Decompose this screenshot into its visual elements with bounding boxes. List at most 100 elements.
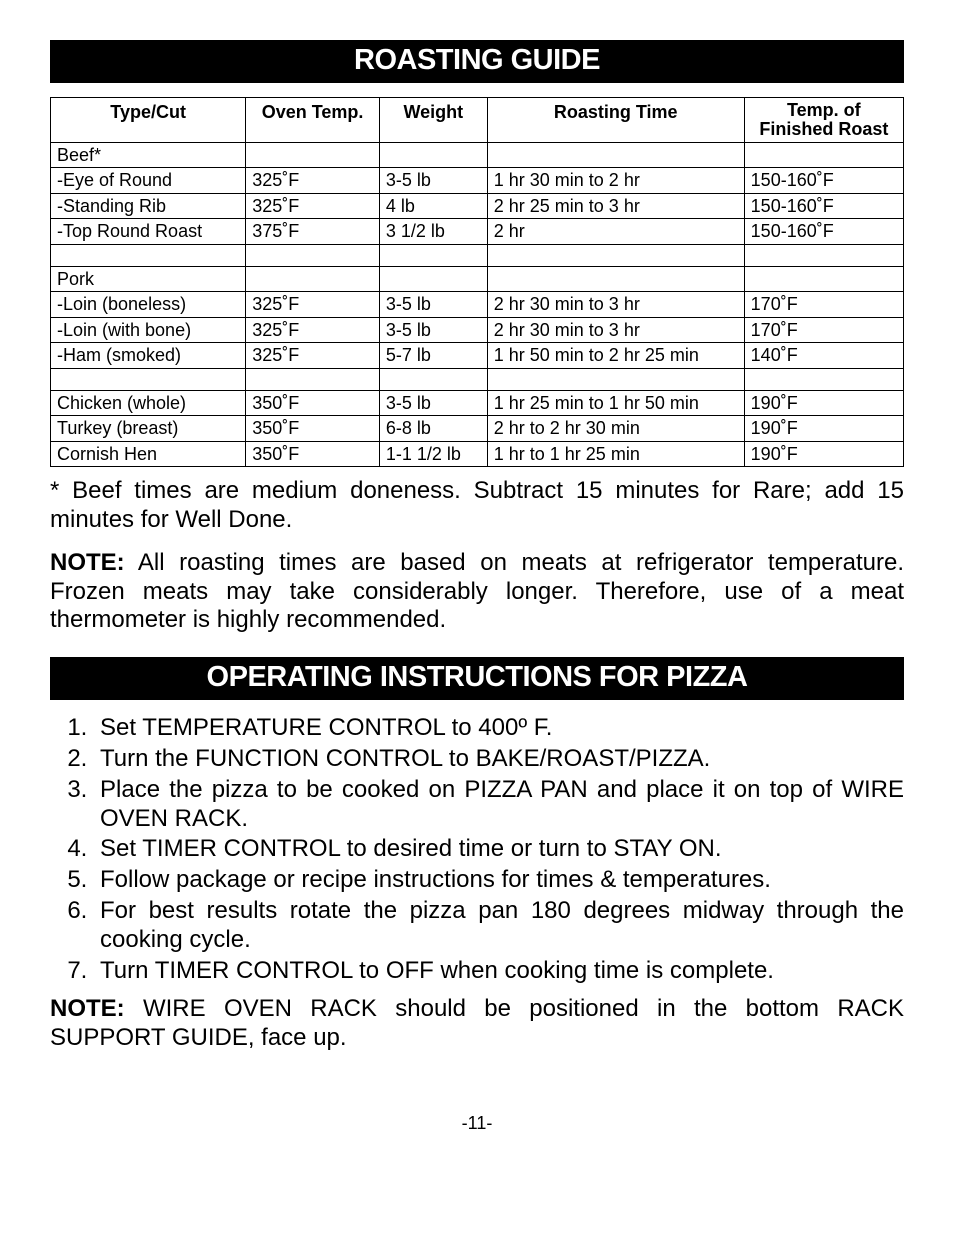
table-cell: [487, 142, 744, 168]
table-row: Cornish Hen350˚F1-1 1/2 lb1 hr to 1 hr 2…: [51, 441, 904, 467]
list-item: Turn the FUNCTION CONTROL to BAKE/ROAST/…: [94, 745, 904, 774]
table-cell: 2 hr: [487, 219, 744, 245]
table-cell: [246, 142, 380, 168]
table-cell: [246, 368, 380, 390]
note-text: All roasting times are based on meats at…: [50, 549, 904, 634]
table-cell: [487, 266, 744, 292]
col-weight: Weight: [379, 98, 487, 143]
table-cell: 2 hr 30 min to 3 hr: [487, 317, 744, 343]
col-type-cut: Type/Cut: [51, 98, 246, 143]
table-cell: Chicken (whole): [51, 390, 246, 416]
list-item: Place the pizza to be cooked on PIZZA PA…: [94, 776, 904, 834]
table-row: -Ham (smoked)325˚F5-7 lb1 hr 50 min to 2…: [51, 343, 904, 369]
page-number: -11-: [50, 1113, 904, 1134]
note-text: WIRE OVEN RACK should be positioned in t…: [50, 995, 904, 1051]
table-cell: 325˚F: [246, 168, 380, 194]
table-cell: 6-8 lb: [379, 416, 487, 442]
table-cell: 2 hr 25 min to 3 hr: [487, 193, 744, 219]
col-roasting-time: Roasting Time: [487, 98, 744, 143]
table-cell: 1-1 1/2 lb: [379, 441, 487, 467]
table-row: Turkey (breast)350˚F6-8 lb2 hr to 2 hr 3…: [51, 416, 904, 442]
table-cell: 190˚F: [744, 441, 903, 467]
pizza-steps-list: Set TEMPERATURE CONTROL to 400º F.Turn t…: [50, 714, 904, 985]
table-cell: 3-5 lb: [379, 292, 487, 318]
table-cell: [51, 368, 246, 390]
table-row: Chicken (whole)350˚F3-5 lb1 hr 25 min to…: [51, 390, 904, 416]
table-cell: 5-7 lb: [379, 343, 487, 369]
table-row: [51, 368, 904, 390]
table-cell: 150-160˚F: [744, 168, 903, 194]
table-row: -Loin (boneless)325˚F3-5 lb2 hr 30 min t…: [51, 292, 904, 318]
table-cell: 325˚F: [246, 317, 380, 343]
table-cell: 375˚F: [246, 219, 380, 245]
table-cell: [487, 244, 744, 266]
table-cell: [246, 244, 380, 266]
beef-footnote: * Beef times are medium doneness. Subtra…: [50, 477, 904, 535]
table-cell: 350˚F: [246, 390, 380, 416]
table-cell: [744, 368, 903, 390]
table-cell: 170˚F: [744, 292, 903, 318]
table-cell: 1 hr 50 min to 2 hr 25 min: [487, 343, 744, 369]
note-label: NOTE:: [50, 549, 125, 576]
table-cell: 1 hr 25 min to 1 hr 50 min: [487, 390, 744, 416]
table-cell: Pork: [51, 266, 246, 292]
table-cell: [487, 368, 744, 390]
table-cell: [379, 142, 487, 168]
table-cell: 350˚F: [246, 416, 380, 442]
table-cell: -Eye of Round: [51, 168, 246, 194]
list-item: Turn TIMER CONTROL to OFF when cooking t…: [94, 957, 904, 986]
table-cell: Beef*: [51, 142, 246, 168]
col-oven-temp: Oven Temp.: [246, 98, 380, 143]
table-cell: 150-160˚F: [744, 193, 903, 219]
table-cell: 4 lb: [379, 193, 487, 219]
list-item: Set TIMER CONTROL to desired time or tur…: [94, 835, 904, 864]
pizza-instructions-header: OPERATING INSTRUCTIONS FOR PIZZA: [50, 657, 904, 700]
roasting-guide-tbody: Beef*-Eye of Round325˚F3-5 lb1 hr 30 min…: [51, 142, 904, 467]
list-item: Set TEMPERATURE CONTROL to 400º F.: [94, 714, 904, 743]
table-cell: 1 hr to 1 hr 25 min: [487, 441, 744, 467]
table-cell: 1 hr 30 min to 2 hr: [487, 168, 744, 194]
roasting-note: NOTE: All roasting times are based on me…: [50, 549, 904, 635]
table-header-row: Type/Cut Oven Temp. Weight Roasting Time…: [51, 98, 904, 143]
roasting-guide-header: ROASTING GUIDE: [50, 40, 904, 83]
table-cell: [379, 266, 487, 292]
table-cell: Turkey (breast): [51, 416, 246, 442]
list-item: Follow package or recipe instructions fo…: [94, 866, 904, 895]
table-cell: [744, 266, 903, 292]
table-cell: -Loin (boneless): [51, 292, 246, 318]
table-cell: 325˚F: [246, 292, 380, 318]
list-item: For best results rotate the pizza pan 18…: [94, 897, 904, 955]
table-cell: 325˚F: [246, 193, 380, 219]
table-cell: -Ham (smoked): [51, 343, 246, 369]
table-row: Beef*: [51, 142, 904, 168]
table-row: -Standing Rib325˚F4 lb2 hr 25 min to 3 h…: [51, 193, 904, 219]
col-finished-temp: Temp. ofFinished Roast: [744, 98, 903, 143]
table-cell: [379, 368, 487, 390]
table-cell: 2 hr to 2 hr 30 min: [487, 416, 744, 442]
table-cell: 350˚F: [246, 441, 380, 467]
table-cell: 190˚F: [744, 416, 903, 442]
table-cell: 3 1/2 lb: [379, 219, 487, 245]
table-cell: Cornish Hen: [51, 441, 246, 467]
table-row: -Eye of Round325˚F3-5 lb1 hr 30 min to 2…: [51, 168, 904, 194]
table-row: -Top Round Roast375˚F3 1/2 lb2 hr150-160…: [51, 219, 904, 245]
table-cell: [744, 142, 903, 168]
table-cell: 3-5 lb: [379, 390, 487, 416]
note-label: NOTE:: [50, 995, 125, 1022]
table-row: -Loin (with bone)325˚F3-5 lb2 hr 30 min …: [51, 317, 904, 343]
pizza-note: NOTE: WIRE OVEN RACK should be positione…: [50, 995, 904, 1053]
table-cell: 150-160˚F: [744, 219, 903, 245]
table-cell: -Loin (with bone): [51, 317, 246, 343]
table-row: Pork: [51, 266, 904, 292]
table-cell: -Top Round Roast: [51, 219, 246, 245]
table-cell: 190˚F: [744, 390, 903, 416]
table-cell: [246, 266, 380, 292]
table-cell: 325˚F: [246, 343, 380, 369]
table-cell: [744, 244, 903, 266]
roasting-guide-table: Type/Cut Oven Temp. Weight Roasting Time…: [50, 97, 904, 467]
table-cell: 3-5 lb: [379, 317, 487, 343]
table-cell: [51, 244, 246, 266]
table-cell: 3-5 lb: [379, 168, 487, 194]
table-cell: 2 hr 30 min to 3 hr: [487, 292, 744, 318]
table-cell: 170˚F: [744, 317, 903, 343]
